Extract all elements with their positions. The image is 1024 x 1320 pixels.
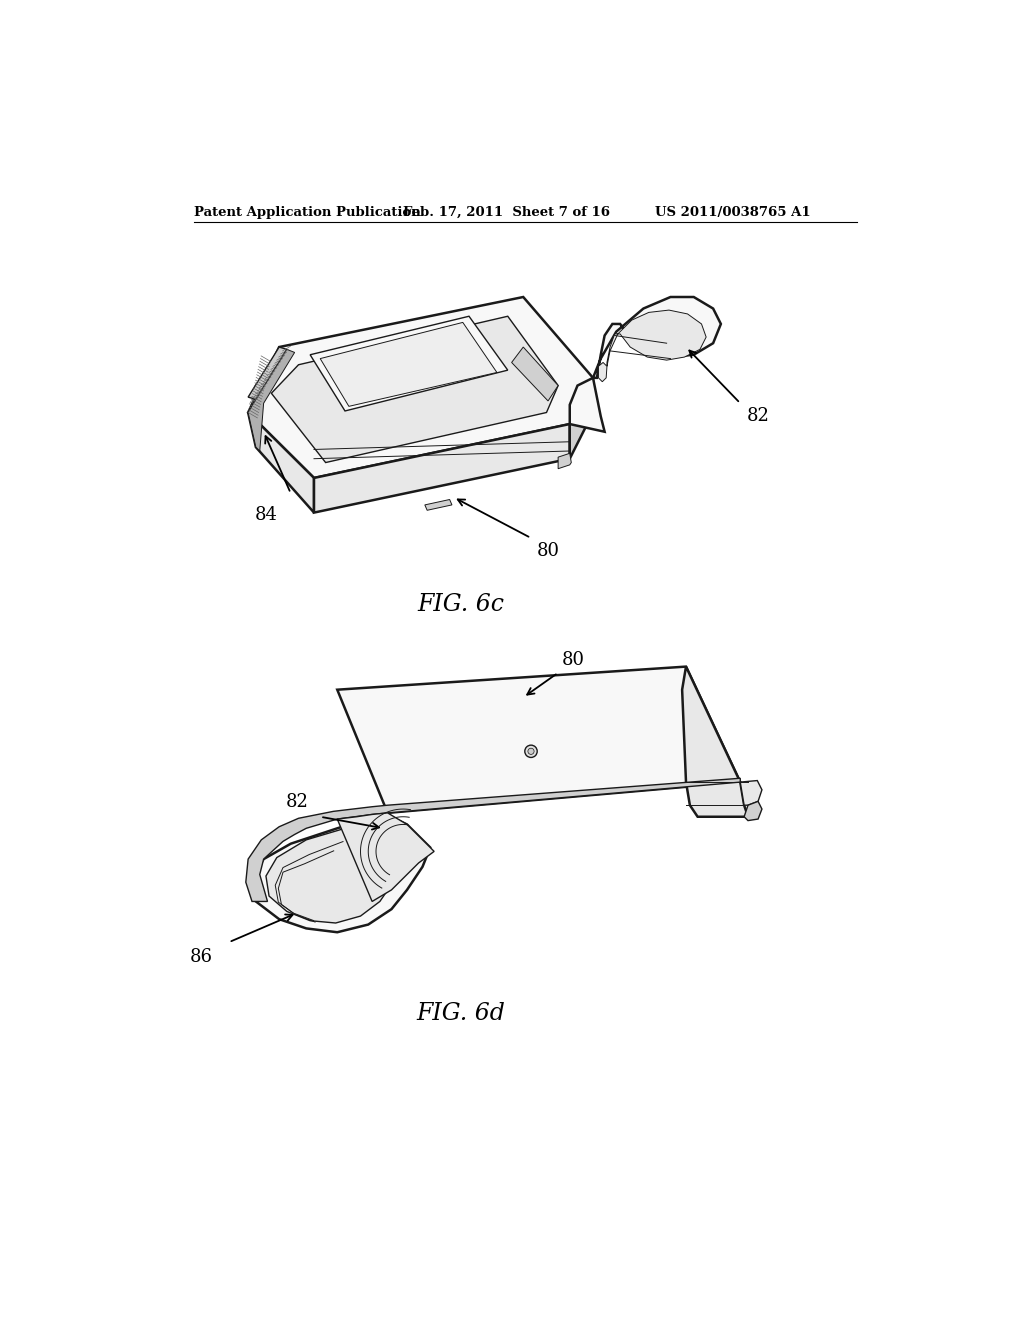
Polygon shape bbox=[248, 347, 287, 400]
Text: FIG. 6c: FIG. 6c bbox=[418, 594, 505, 616]
Text: 82: 82 bbox=[286, 793, 308, 812]
Polygon shape bbox=[314, 424, 569, 512]
Polygon shape bbox=[321, 322, 497, 407]
Text: FIG. 6d: FIG. 6d bbox=[417, 1002, 506, 1024]
Polygon shape bbox=[337, 667, 740, 813]
Polygon shape bbox=[744, 801, 762, 821]
Text: US 2011/0038765 A1: US 2011/0038765 A1 bbox=[655, 206, 811, 219]
Polygon shape bbox=[266, 829, 397, 923]
Polygon shape bbox=[271, 317, 558, 462]
Text: 80: 80 bbox=[537, 543, 559, 560]
Text: 84: 84 bbox=[255, 506, 278, 524]
Polygon shape bbox=[569, 378, 604, 432]
Text: 82: 82 bbox=[746, 407, 769, 425]
Polygon shape bbox=[248, 297, 593, 478]
Polygon shape bbox=[310, 317, 508, 411]
Text: 86: 86 bbox=[190, 948, 213, 966]
Text: Feb. 17, 2011  Sheet 7 of 16: Feb. 17, 2011 Sheet 7 of 16 bbox=[403, 206, 610, 219]
Polygon shape bbox=[593, 297, 721, 378]
Polygon shape bbox=[598, 363, 607, 381]
Polygon shape bbox=[337, 813, 434, 902]
Polygon shape bbox=[569, 378, 593, 459]
Circle shape bbox=[528, 748, 535, 755]
Polygon shape bbox=[740, 780, 762, 805]
Polygon shape bbox=[248, 412, 314, 512]
Polygon shape bbox=[425, 499, 452, 511]
Polygon shape bbox=[558, 453, 571, 469]
Polygon shape bbox=[512, 347, 558, 401]
Polygon shape bbox=[248, 350, 295, 451]
Circle shape bbox=[524, 744, 538, 758]
Polygon shape bbox=[246, 779, 740, 902]
Polygon shape bbox=[682, 667, 748, 817]
Text: 80: 80 bbox=[562, 651, 585, 669]
Polygon shape bbox=[607, 310, 707, 367]
Polygon shape bbox=[252, 813, 430, 932]
Text: Patent Application Publication: Patent Application Publication bbox=[194, 206, 421, 219]
